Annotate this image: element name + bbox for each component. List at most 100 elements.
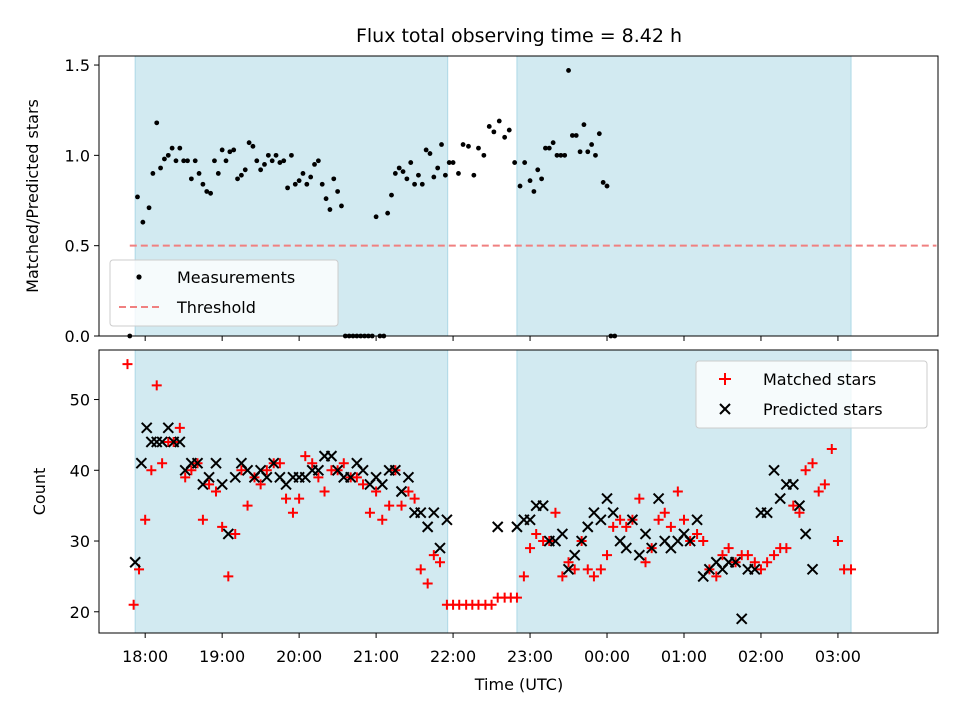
predicted-star-point: [582, 521, 594, 533]
measurement-point: [219, 147, 225, 153]
measurement-point: [323, 196, 329, 202]
measurement-point: [506, 127, 512, 133]
matched-star-point: [186, 465, 197, 476]
predicted-star-point: [129, 556, 141, 568]
measurement-point: [419, 181, 425, 187]
y-tick-label: 40: [70, 461, 90, 480]
measurement-point: [196, 171, 202, 176]
matched-star-point: [146, 465, 157, 476]
x-tick-label: 01:00: [661, 647, 707, 666]
predicted-star-point: [210, 457, 222, 469]
count-legend: Matched stars Predicted stars: [695, 360, 928, 429]
predicted-star-point: [633, 549, 646, 561]
predicted-star-point: [568, 549, 581, 561]
measurement-point: [335, 189, 341, 194]
matched-star-point: [692, 528, 703, 539]
measurement-point: [496, 118, 502, 124]
measurement-point: [215, 171, 221, 176]
measurement-point: [522, 160, 528, 165]
legend-marker-predicted: [719, 403, 731, 415]
x-tick-label: 22:00: [430, 647, 476, 666]
matched-star-point: [511, 592, 522, 603]
matched-star-point: [384, 500, 395, 511]
measurement-point: [435, 165, 441, 171]
predicted-star-point: [312, 464, 325, 476]
predicted-star-point: [216, 478, 228, 491]
measurement-point: [502, 134, 508, 140]
matched-star-point: [174, 422, 185, 433]
matched-star-point: [563, 557, 574, 568]
measurement-point: [476, 145, 481, 151]
predicted-star-point: [768, 464, 780, 476]
matched-star-point: [358, 479, 369, 490]
matched-star-point: [665, 521, 676, 532]
matched-star-point: [140, 514, 151, 525]
measurement-point: [304, 181, 310, 187]
predicted-star-point: [415, 507, 427, 519]
measurement-point: [265, 152, 271, 158]
matched-star-point: [242, 500, 253, 511]
matched-star-point: [640, 557, 651, 568]
measurement-point: [404, 176, 410, 182]
measurement-point: [181, 158, 187, 164]
ratio-y-axis: 0.0 0.5 1.0 1.5: [65, 56, 99, 346]
predicted-star-point: [607, 507, 619, 519]
matched-star-point: [550, 507, 561, 518]
count-y-axis: 20 30 40 50: [70, 391, 99, 622]
matched-star-point: [409, 493, 420, 504]
measurement-point: [158, 165, 163, 171]
predicted-star-point: [620, 542, 632, 554]
matched-star-point: [434, 557, 445, 568]
matched-star-point: [608, 521, 619, 532]
matched-star-point: [698, 536, 709, 547]
matched-star-point: [826, 444, 837, 455]
measurement-point: [238, 172, 244, 178]
y-tick-label: 1.5: [65, 56, 90, 75]
measurement-point: [392, 171, 398, 176]
matched-star-point: [486, 599, 497, 610]
y-tick-label: 20: [70, 603, 90, 622]
matched-star-point: [364, 507, 375, 518]
predicted-star-point: [652, 492, 665, 505]
predicted-star-point: [229, 471, 241, 484]
predicted-star-point: [174, 436, 186, 448]
predicted-star-point: [191, 457, 204, 469]
legend-marker-matched: [719, 373, 731, 385]
ratio-legend: Measurements Threshold: [109, 259, 339, 327]
x-tick-label: 18:00: [122, 647, 168, 666]
ratio-x-ticks: [144, 336, 839, 341]
measurement-point: [491, 129, 497, 135]
measurement-point: [327, 207, 333, 212]
predicted-star-point: [441, 514, 453, 526]
matched-star-point: [274, 458, 285, 469]
measurement-point: [281, 158, 287, 164]
observing-window-shading: [134, 349, 852, 634]
matched-star-point: [287, 507, 298, 518]
measurement-point: [517, 183, 523, 189]
measurement-point: [423, 147, 429, 153]
measurement-point: [312, 161, 317, 167]
predicted-star-point: [524, 514, 536, 526]
measurement-point: [262, 161, 267, 167]
matched-star-point: [723, 543, 734, 554]
measurement-point: [585, 149, 591, 155]
predicted-star-point: [774, 492, 786, 505]
matched-star-point: [525, 543, 536, 554]
measurement-point: [235, 176, 240, 182]
matched-star-point: [653, 514, 664, 525]
measurement-point: [192, 158, 198, 164]
measurement-point: [539, 176, 544, 182]
matched-star-point: [223, 571, 234, 582]
measurement-point: [331, 176, 337, 182]
predicted-star-point: [729, 556, 742, 568]
predicted-star-point: [325, 450, 338, 462]
measurement-point: [456, 171, 461, 176]
measurement-point: [573, 133, 579, 138]
matched-star-point: [319, 486, 330, 497]
measurement-point: [531, 189, 537, 194]
measurement-point: [296, 178, 302, 184]
measurement-point: [460, 142, 466, 147]
measurement-point: [412, 181, 417, 187]
count-y-axis-label: Count: [30, 468, 49, 516]
shaded-interval: [516, 55, 852, 337]
